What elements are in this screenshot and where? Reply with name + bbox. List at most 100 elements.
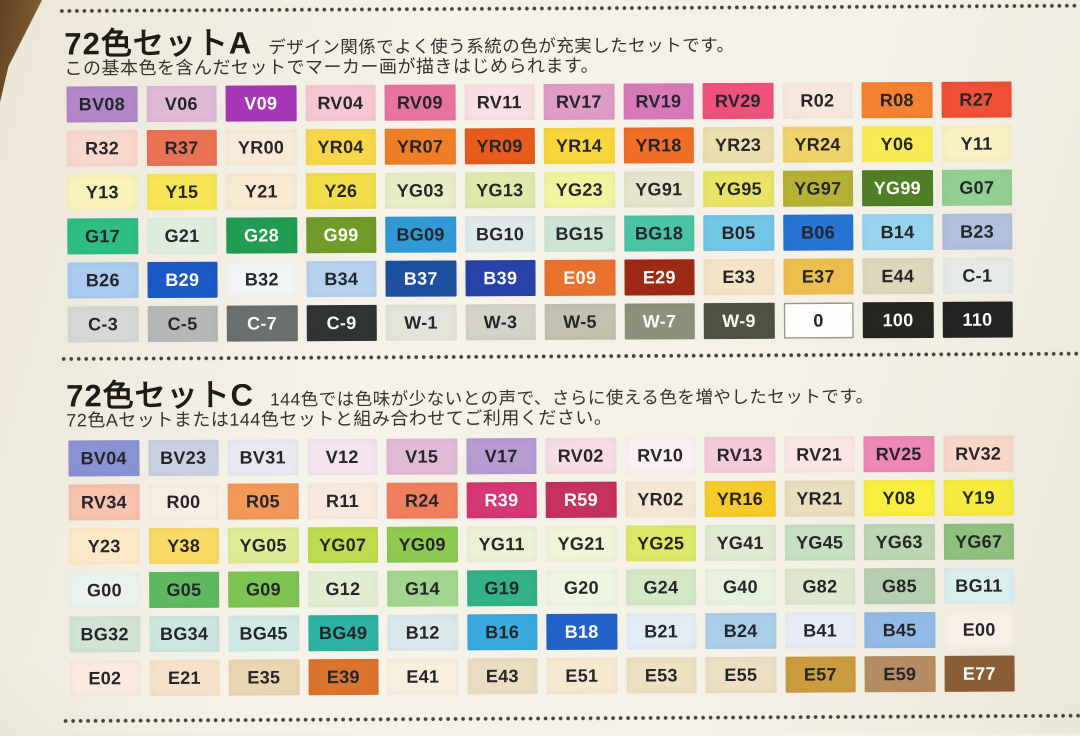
color-swatch-E55: E55 (705, 656, 777, 694)
color-swatch-YG95: YG95 (702, 170, 774, 208)
color-swatch-Y06: Y06 (861, 125, 933, 163)
color-swatch-E33: E33 (703, 258, 775, 296)
color-swatch-YR02: YR02 (625, 481, 696, 518)
color-swatch-110: 110 (942, 301, 1013, 338)
color-swatch-G07: G07 (941, 169, 1013, 206)
color-swatch-YR16: YR16 (704, 480, 776, 518)
color-swatch-RV21: RV21 (783, 436, 855, 473)
color-swatch-B12: B12 (387, 614, 458, 651)
color-swatch-YG13: YG13 (464, 172, 536, 209)
color-swatch-E41: E41 (387, 658, 459, 695)
color-swatch-BV08: BV08 (66, 86, 138, 123)
color-swatch-E09: E09 (544, 259, 616, 296)
color-swatch-B32: B32 (226, 261, 298, 298)
color-swatch-G21: G21 (146, 217, 218, 255)
color-swatch-0: 0 (783, 302, 854, 339)
color-swatch-RV09: RV09 (384, 84, 456, 121)
color-swatch-BV04: BV04 (68, 440, 140, 477)
color-swatch-G12: G12 (307, 570, 379, 608)
color-swatch-RV02: RV02 (545, 437, 617, 474)
color-swatch-G09: G09 (228, 571, 299, 608)
color-swatch-YR24: YR24 (782, 126, 853, 163)
color-swatch-B41: B41 (784, 612, 856, 649)
set-a-swatch-grid: BV08 V06 V09 RV04 RV09 RV11 RV17 RV19 RV29 R02 R08… (66, 81, 1013, 343)
color-swatch-BG34: BG34 (148, 615, 220, 653)
color-swatch-YR07: YR07 (384, 128, 456, 165)
color-swatch-V09: V09 (225, 85, 297, 122)
color-swatch-R11: R11 (307, 482, 378, 520)
color-swatch-YG67: YG67 (943, 523, 1015, 560)
color-swatch-E59: E59 (864, 655, 936, 693)
color-swatch-BG11: BG11 (943, 567, 1015, 604)
color-swatch-BG45: BG45 (228, 615, 299, 652)
color-swatch-Y19: Y19 (943, 479, 1014, 516)
color-swatch-B21: B21 (625, 613, 697, 650)
color-swatch-RV17: RV17 (543, 83, 615, 120)
color-swatch-RV29: RV29 (702, 82, 774, 120)
color-swatch-YR04: YR04 (305, 128, 376, 166)
color-swatch-W-9: W-9 (703, 302, 775, 340)
color-swatch-BG18: BG18 (623, 215, 695, 252)
color-swatch-B24: B24 (705, 612, 776, 650)
color-swatch-V06: V06 (146, 85, 217, 123)
color-swatch-C-1: C-1 (941, 257, 1013, 294)
color-swatch-YG23: YG23 (543, 171, 615, 208)
color-swatch-R05: R05 (227, 483, 299, 520)
color-swatch-V17: V17 (465, 438, 537, 475)
color-swatch-E37: E37 (782, 258, 854, 295)
color-swatch-G17: G17 (67, 218, 138, 255)
color-swatch-R24: R24 (386, 482, 458, 519)
color-swatch-B05: B05 (703, 214, 774, 252)
color-swatch-YR00: YR00 (225, 129, 297, 166)
color-swatch-YG07: YG07 (307, 526, 379, 564)
color-swatch-B29: B29 (146, 261, 218, 299)
color-swatch-Y08: Y08 (863, 479, 935, 517)
color-swatch-E51: E51 (546, 657, 618, 694)
color-swatch-E77: E77 (944, 655, 1015, 692)
color-swatch-C-9: C-9 (306, 304, 377, 342)
color-swatch-G82: G82 (784, 568, 856, 605)
dotted-divider-middle (59, 351, 1080, 362)
color-swatch-V15: V15 (386, 438, 458, 475)
color-swatch-BG32: BG32 (69, 616, 140, 653)
set-c-swatch-grid: BV04 BV23 BV31 V12 V15 V17 RV02 RV10 RV13 RV21 RV2… (68, 435, 1015, 697)
color-swatch-R00: R00 (148, 483, 219, 521)
color-swatch-E57: E57 (785, 656, 856, 693)
color-swatch-B23: B23 (941, 213, 1013, 250)
color-swatch-E35: E35 (228, 659, 300, 696)
color-swatch-YR21: YR21 (784, 480, 855, 517)
set-a-description-below: この基本色を含んだセットでマーカー画が描きはじめられます。 (64, 55, 600, 79)
color-swatch-YR23: YR23 (702, 126, 774, 164)
color-swatch-RV32: RV32 (942, 435, 1014, 472)
color-swatch-W-5: W-5 (544, 303, 616, 340)
color-swatch-BG09: BG09 (385, 216, 456, 253)
color-swatch-W-3: W-3 (465, 304, 536, 341)
color-swatch-RV25: RV25 (863, 435, 935, 473)
color-swatch-Y38: Y38 (148, 527, 220, 565)
color-swatch-YG45: YG45 (784, 524, 856, 561)
color-swatch-G99: G99 (305, 216, 377, 254)
color-swatch-B26: B26 (67, 262, 139, 299)
color-swatch-W-7: W-7 (624, 303, 695, 340)
color-swatch-Y21: Y21 (225, 173, 297, 210)
color-swatch-C-3: C-3 (67, 306, 139, 343)
color-swatch-E00: E00 (943, 611, 1015, 648)
color-swatch-100: 100 (862, 301, 934, 339)
dotted-divider-bottom (61, 713, 1080, 724)
color-swatch-YG41: YG41 (704, 524, 776, 562)
color-swatch-YG09: YG09 (386, 526, 458, 563)
color-swatch-G05: G05 (148, 571, 220, 609)
color-swatch-BG15: BG15 (544, 215, 615, 252)
color-swatch-G85: G85 (864, 567, 935, 605)
color-swatch-R37: R37 (146, 129, 217, 167)
color-swatch-R27: R27 (941, 81, 1012, 118)
color-swatch-B37: B37 (385, 260, 457, 297)
color-swatch-W-1: W-1 (385, 304, 457, 341)
color-swatch-G19: G19 (466, 570, 538, 607)
color-swatch-G20: G20 (546, 569, 617, 606)
set-c-description-below: 72色Aセットまたは144色セットと組み合わせてご利用ください。 (66, 407, 613, 431)
color-swatch-RV04: RV04 (305, 84, 376, 122)
color-swatch-Y11: Y11 (941, 125, 1012, 162)
